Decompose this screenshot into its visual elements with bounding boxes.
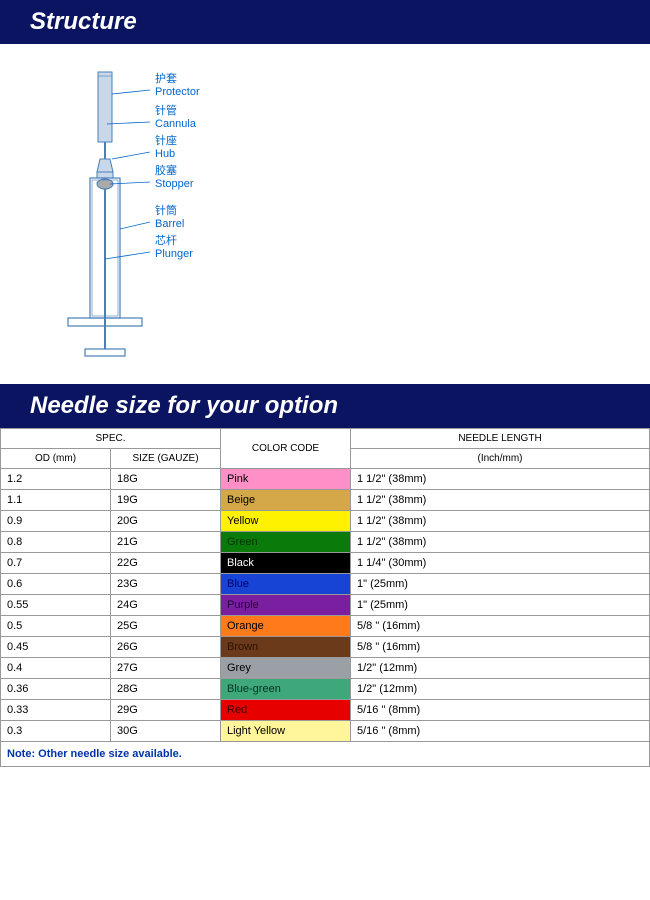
table-row: 0.525GOrange5/8 " (16mm)	[1, 616, 650, 637]
diagram-label-en: Protector	[155, 86, 200, 98]
cell-od: 0.5	[1, 616, 111, 637]
diagram-label-cn: 针筒	[155, 203, 177, 217]
cell-length: 1 1/2" (38mm)	[351, 490, 650, 511]
cell-size: 18G	[111, 469, 221, 490]
cell-od: 1.2	[1, 469, 111, 490]
diagram-label-cn: 芯杆	[155, 233, 177, 247]
cell-od: 0.8	[1, 532, 111, 553]
cell-od: 0.3	[1, 721, 111, 742]
cell-length: 5/16 " (8mm)	[351, 700, 650, 721]
cell-color: Black	[221, 553, 351, 574]
needle-size-table-wrap: SPEC. COLOR CODE NEEDLE LENGTH OD (mm) S…	[0, 428, 650, 767]
cell-size: 23G	[111, 574, 221, 595]
needle-size-title: Needle size for your option	[30, 392, 338, 419]
col-needle-length: NEEDLE LENGTH	[351, 429, 650, 449]
cell-size: 29G	[111, 700, 221, 721]
cell-od: 0.45	[1, 637, 111, 658]
cell-color: Red	[221, 700, 351, 721]
cell-od: 0.4	[1, 658, 111, 679]
col-size: SIZE (GAUZE)	[111, 449, 221, 469]
syringe-svg: 护套Protector 针管Cannula 针座Hub 胶塞Stopper 针筒Barr…	[40, 64, 320, 364]
diagram-label-en: Plunger	[155, 248, 193, 260]
cell-size: 20G	[111, 511, 221, 532]
table-note: Note: Other needle size available.	[1, 742, 650, 767]
diagram-label-cn: 针座	[155, 133, 177, 147]
cell-length: 1" (25mm)	[351, 595, 650, 616]
diagram-label-cn: 胶塞	[155, 163, 177, 177]
cell-size: 19G	[111, 490, 221, 511]
cell-color: Purple	[221, 595, 351, 616]
diagram-label-en: Hub	[155, 148, 175, 160]
structure-header: Structure	[0, 0, 650, 44]
cell-od: 0.36	[1, 679, 111, 700]
cell-od: 0.55	[1, 595, 111, 616]
table-row: 0.5524GPurple1" (25mm)	[1, 595, 650, 616]
cell-od: 0.33	[1, 700, 111, 721]
cell-color: Orange	[221, 616, 351, 637]
cell-length: 5/16 " (8mm)	[351, 721, 650, 742]
cell-length: 1" (25mm)	[351, 574, 650, 595]
col-inch-mm: (Inch/mm)	[351, 449, 650, 469]
table-row: 0.920GYellow1 1/2" (38mm)	[1, 511, 650, 532]
table-row: 0.3628GBlue-green1/2" (12mm)	[1, 679, 650, 700]
cell-od: 0.7	[1, 553, 111, 574]
needle-size-header: Needle size for your option	[0, 384, 650, 428]
cell-length: 1 1/2" (38mm)	[351, 511, 650, 532]
col-od: OD (mm)	[1, 449, 111, 469]
cell-color: Brown	[221, 637, 351, 658]
table-row: 1.119GBeige1 1/2" (38mm)	[1, 490, 650, 511]
col-spec: SPEC.	[1, 429, 221, 449]
cell-size: 21G	[111, 532, 221, 553]
cell-color: Yellow	[221, 511, 351, 532]
structure-title: Structure	[30, 8, 137, 35]
diagram-label-en: Barrel	[155, 218, 184, 230]
diagram-label-cn: 护套	[155, 71, 177, 85]
cell-size: 27G	[111, 658, 221, 679]
cell-length: 5/8 " (16mm)	[351, 637, 650, 658]
cell-size: 24G	[111, 595, 221, 616]
table-row: 0.427GGrey1/2" (12mm)	[1, 658, 650, 679]
cell-od: 0.9	[1, 511, 111, 532]
cell-size: 25G	[111, 616, 221, 637]
table-row: 0.330GLight Yellow5/16 " (8mm)	[1, 721, 650, 742]
cell-size: 30G	[111, 721, 221, 742]
cell-length: 1/2" (12mm)	[351, 679, 650, 700]
cell-length: 1/2" (12mm)	[351, 658, 650, 679]
cell-length: 1 1/4" (30mm)	[351, 553, 650, 574]
col-color-code: COLOR CODE	[221, 429, 351, 469]
cell-length: 1 1/2" (38mm)	[351, 532, 650, 553]
cell-length: 5/8 " (16mm)	[351, 616, 650, 637]
cell-color: Beige	[221, 490, 351, 511]
cell-od: 1.1	[1, 490, 111, 511]
table-row: 0.623GBlue1" (25mm)	[1, 574, 650, 595]
cell-color: Pink	[221, 469, 351, 490]
diagram-label-en: Cannula	[155, 118, 197, 130]
cell-color: Grey	[221, 658, 351, 679]
cell-size: 28G	[111, 679, 221, 700]
cell-color: Blue	[221, 574, 351, 595]
syringe-diagram: 护套Protector 针管Cannula 针座Hub 胶塞Stopper 针筒Barr…	[0, 44, 650, 384]
cell-od: 0.6	[1, 574, 111, 595]
table-row: 0.821GGreen1 1/2" (38mm)	[1, 532, 650, 553]
cell-color: Green	[221, 532, 351, 553]
diagram-label-cn: 针管	[155, 103, 177, 117]
cell-color: Light Yellow	[221, 721, 351, 742]
table-row: 1.218GPink1 1/2" (38mm)	[1, 469, 650, 490]
cell-size: 26G	[111, 637, 221, 658]
cell-length: 1 1/2" (38mm)	[351, 469, 650, 490]
diagram-label-en: Stopper	[155, 178, 194, 190]
table-row: 0.722GBlack1 1/4" (30mm)	[1, 553, 650, 574]
table-row: 0.4526GBrown5/8 " (16mm)	[1, 637, 650, 658]
cell-size: 22G	[111, 553, 221, 574]
cell-color: Blue-green	[221, 679, 351, 700]
needle-size-table: SPEC. COLOR CODE NEEDLE LENGTH OD (mm) S…	[0, 428, 650, 767]
table-row: 0.3329GRed5/16 " (8mm)	[1, 700, 650, 721]
